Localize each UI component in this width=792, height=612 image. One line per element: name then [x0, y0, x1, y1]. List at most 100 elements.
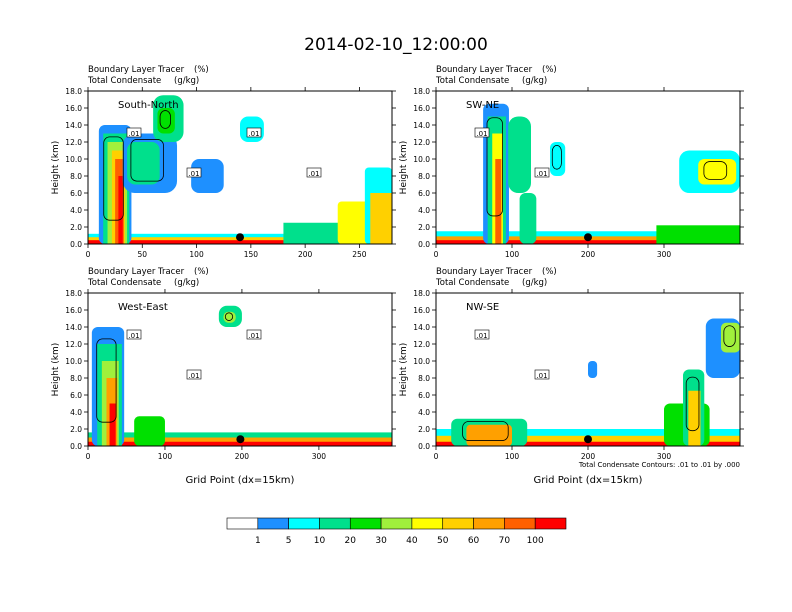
- condensate-contour: [703, 161, 728, 180]
- x-tick-label: 250: [352, 250, 367, 259]
- x-axis-label: Grid Point (dx=15km): [186, 475, 295, 486]
- y-tick-label: 6.0: [70, 391, 82, 400]
- y-tick-label: 12.0: [65, 138, 82, 147]
- y-tick-label: 10.0: [413, 357, 430, 366]
- field-region: [495, 159, 502, 244]
- y-tick-label: 12.0: [413, 138, 430, 147]
- colorbar-label: 60: [468, 536, 480, 546]
- y-tick-label: 2.0: [70, 223, 82, 232]
- y-tick-label: 14.0: [413, 323, 430, 332]
- y-axis-label: Height (km): [399, 141, 409, 195]
- colorbar-swatch: [534, 517, 567, 530]
- contour-label: .01: [248, 130, 259, 138]
- x-tick-label: 150: [244, 250, 259, 259]
- x-tick-label: 50: [138, 250, 148, 259]
- field-region: [436, 441, 740, 446]
- colorbar-swatch: [442, 517, 474, 530]
- y-tick-label: 0.0: [418, 442, 430, 451]
- y-tick-label: 18.0: [413, 87, 430, 96]
- location-marker: [584, 435, 592, 444]
- y-tick-label: 8.0: [70, 374, 82, 383]
- subtitle-tracer-unit: (%): [194, 267, 209, 277]
- field-region: [88, 240, 392, 244]
- contour-label-box: [474, 127, 490, 138]
- contour-label-box: [186, 167, 202, 178]
- y-tick-label: 8.0: [418, 172, 430, 181]
- contour-label: .01: [308, 170, 319, 178]
- y-tick-label: 16.0: [65, 104, 82, 113]
- location-marker: [236, 233, 244, 242]
- field-region: [127, 142, 160, 185]
- y-tick-label: 18.0: [413, 289, 430, 298]
- plot-frame: [87, 90, 393, 245]
- condensate-contour: [130, 139, 164, 182]
- x-tick-label: 0: [86, 452, 91, 461]
- condensate-contour: [486, 117, 503, 217]
- panel-2: .01 .01 0.0 2.0 4.0 6.0 8.0 10.0 12.0 14.0 16.0 18.…: [399, 65, 744, 259]
- field-region: [436, 240, 740, 244]
- colorbar-swatch: [380, 517, 413, 530]
- field-region: [656, 225, 740, 244]
- field-region: [88, 441, 392, 446]
- field-region: [466, 424, 512, 446]
- subtitle-condensate-unit: (g/kg): [174, 278, 199, 288]
- y-tick-label: 2.0: [418, 425, 430, 434]
- x-tick-label: 100: [505, 452, 520, 461]
- subtitle-tracer-unit: (%): [542, 267, 557, 277]
- field-region: [370, 193, 392, 244]
- colorbar: 1 5 10 20 30 40 50 60 70 100: [226, 517, 567, 546]
- contour-label-box: [246, 329, 262, 340]
- contour-label-box: [534, 167, 550, 178]
- colorbar-swatch: [349, 517, 382, 530]
- panel-label: SW-NE: [466, 100, 499, 111]
- contour-label-box: [126, 329, 142, 340]
- x-tick-label: 0: [86, 250, 91, 259]
- y-tick-label: 10.0: [65, 155, 82, 164]
- subtitle-condensate: Total Condensate: [435, 76, 509, 86]
- x-tick-label: 200: [581, 452, 596, 461]
- colorbar-swatch: [288, 517, 320, 530]
- condensate-contour: [685, 376, 700, 432]
- y-tick-label: 2.0: [418, 223, 430, 232]
- x-tick-label: 0: [434, 250, 439, 259]
- contour-label: .01: [188, 170, 199, 178]
- y-tick-label: 16.0: [65, 306, 82, 315]
- y-tick-label: 18.0: [65, 87, 82, 96]
- y-tick-label: 4.0: [418, 206, 430, 215]
- y-tick-label: 0.0: [70, 240, 82, 249]
- subtitle-tracer: Boundary Layer Tracer: [436, 267, 533, 277]
- y-tick-label: 16.0: [413, 306, 430, 315]
- condensate-contour: [103, 136, 124, 221]
- x-tick-label: 200: [235, 452, 250, 461]
- location-marker: [236, 435, 245, 444]
- y-axis-label: Height (km): [51, 343, 61, 397]
- y-tick-label: 12.0: [413, 340, 430, 349]
- y-axis-label: Height (km): [399, 343, 409, 397]
- panel-label: West-East: [118, 302, 168, 313]
- location-marker: [584, 233, 592, 242]
- colorbar-swatch: [411, 517, 444, 530]
- colorbar-swatch: [257, 517, 289, 530]
- colorbar-label: 30: [375, 536, 387, 546]
- field-region: [519, 193, 537, 244]
- panel-label: South-North: [118, 100, 179, 111]
- subtitle-condensate-unit: (g/kg): [522, 278, 547, 288]
- y-tick-label: 4.0: [70, 206, 82, 215]
- subtitle-tracer: Boundary Layer Tracer: [436, 65, 533, 75]
- contour-label-box: [186, 369, 202, 380]
- panel-3: .01 .01 .01 0.0 2.0 4.0 6.0 8.0 10.0 12.0 14.0 16.0…: [51, 267, 396, 486]
- contour-label-box: [126, 127, 142, 138]
- field-region: [191, 159, 224, 193]
- condensate-contour: [723, 325, 736, 347]
- y-tick-label: 0.0: [70, 442, 82, 451]
- plot-frame: [87, 292, 393, 447]
- panel-label: NW-SE: [466, 302, 499, 313]
- y-tick-label: 10.0: [65, 357, 82, 366]
- colorbar-label: 20: [345, 536, 357, 546]
- condensate-contour: [159, 110, 171, 129]
- y-axis-label: Height (km): [51, 141, 61, 195]
- x-tick-label: 100: [189, 250, 204, 259]
- contour-label: .01: [536, 372, 547, 380]
- colorbar-label: 100: [527, 536, 544, 546]
- contour-label: .01: [188, 372, 199, 380]
